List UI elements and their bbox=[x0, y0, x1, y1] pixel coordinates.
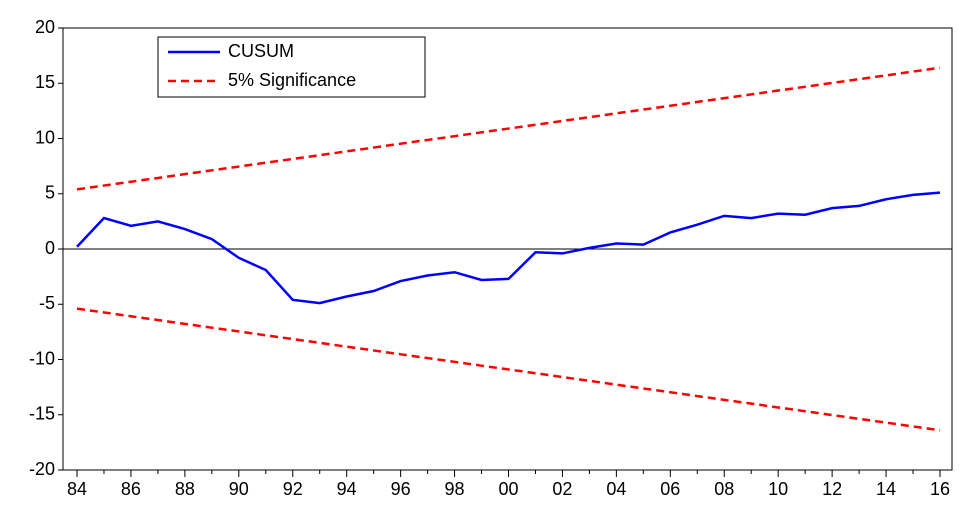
x-tick-label: 94 bbox=[337, 479, 357, 499]
x-tick-label: 86 bbox=[121, 479, 141, 499]
x-tick-label: 14 bbox=[876, 479, 896, 499]
y-tick-label: 5 bbox=[45, 183, 55, 203]
legend-box bbox=[157, 36, 426, 98]
y-tick-label: 20 bbox=[35, 17, 55, 37]
x-tick-label: 98 bbox=[445, 479, 465, 499]
legend-label: 5% Significance bbox=[228, 70, 356, 90]
x-tick-label: 96 bbox=[391, 479, 411, 499]
x-tick-label: 92 bbox=[283, 479, 303, 499]
x-tick-label: 84 bbox=[67, 479, 87, 499]
series-line bbox=[76, 66, 941, 191]
series-line bbox=[76, 307, 941, 432]
x-tick-label: 88 bbox=[175, 479, 195, 499]
x-tick-label: 08 bbox=[714, 479, 734, 499]
y-tick-label: 15 bbox=[35, 72, 55, 92]
y-tick-label: -20 bbox=[29, 459, 55, 479]
y-tick-label: -10 bbox=[29, 348, 55, 368]
legend-label: CUSUM bbox=[228, 41, 294, 61]
x-tick-label: 10 bbox=[768, 479, 788, 499]
series-line bbox=[76, 191, 941, 305]
x-tick-label: 04 bbox=[606, 479, 626, 499]
x-tick-label: 06 bbox=[660, 479, 680, 499]
y-tick-label: 0 bbox=[45, 238, 55, 258]
x-tick-label: 12 bbox=[822, 479, 842, 499]
y-tick-label: 10 bbox=[35, 127, 55, 147]
x-tick-label: 02 bbox=[552, 479, 572, 499]
y-tick-label: -15 bbox=[29, 404, 55, 424]
y-tick-label: -5 bbox=[39, 293, 55, 313]
x-tick-label: 90 bbox=[229, 479, 249, 499]
x-tick-label: 16 bbox=[930, 479, 950, 499]
x-tick-label: 00 bbox=[498, 479, 518, 499]
